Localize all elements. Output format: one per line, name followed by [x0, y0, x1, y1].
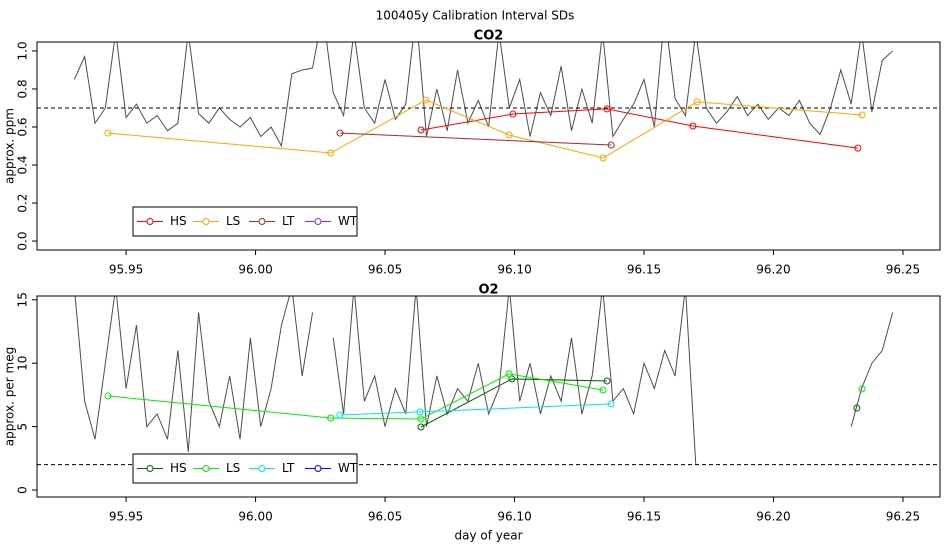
x-tick-label: 96.05 [368, 263, 402, 277]
series-point [417, 415, 425, 423]
x-tick-label: 96.20 [756, 510, 790, 524]
x-tick-label: 96.25 [886, 263, 920, 277]
legend-label: HS [170, 214, 187, 228]
series-point [853, 404, 861, 412]
series-point [603, 377, 611, 385]
panel-title: CO2 [474, 29, 504, 44]
series-point [607, 400, 615, 408]
x-axis-label: day of year [454, 529, 522, 543]
plot-frame [36, 295, 941, 498]
series-line [107, 99, 863, 159]
y-tick-label: 5 [16, 423, 30, 431]
series-point [416, 408, 424, 416]
y-axis-label: approx. per meg [3, 347, 17, 446]
y-tick-label: 10 [16, 356, 30, 371]
series-point [104, 129, 112, 137]
x-tick-label: 95.95 [109, 510, 143, 524]
y-tick-label: 0.8 [16, 79, 30, 98]
series-point [854, 144, 862, 152]
legend-label: WT [338, 214, 358, 228]
legend-marker [314, 465, 322, 472]
series-point [599, 154, 607, 162]
series-line [420, 108, 858, 149]
x-tick-label: 96.00 [238, 263, 272, 277]
series-point [505, 370, 513, 378]
trace-line [73, 42, 893, 148]
series-point [104, 392, 112, 400]
series-point [505, 131, 513, 139]
x-tick-label: 96.10 [497, 510, 531, 524]
x-tick-label: 96.05 [368, 510, 402, 524]
legend-marker [314, 218, 322, 225]
y-tick-label: 0 [16, 486, 30, 494]
x-tick-label: 96.15 [627, 263, 661, 277]
series-point [599, 386, 607, 394]
series-point [417, 126, 425, 134]
y-tick-label: 15 [16, 292, 30, 307]
series-point [327, 414, 335, 422]
plot-frame [36, 41, 941, 251]
series-point [327, 149, 335, 157]
trace-line [74, 296, 894, 465]
legend-marker [202, 465, 210, 472]
x-tick-label: 95.95 [109, 263, 143, 277]
legend-marker [258, 465, 266, 472]
series-line [339, 132, 612, 146]
y-tick-label: 0.6 [16, 117, 30, 136]
page-title: 100405y Calibration Interval SDs [376, 9, 575, 23]
legend-label: LT [282, 461, 295, 475]
legend-marker [146, 465, 154, 472]
y-tick-label: 0.4 [16, 155, 30, 174]
series-point [417, 423, 425, 431]
legend-marker [258, 218, 266, 225]
series-point [422, 96, 430, 104]
series-point [336, 411, 344, 419]
y-tick-label: 0.0 [16, 232, 30, 251]
legend-label: LS [226, 214, 240, 228]
panel-title: O2 [478, 283, 498, 298]
legend-label: HS [170, 461, 187, 475]
series-point [689, 122, 697, 130]
y-tick-label: 1.0 [16, 41, 30, 60]
series-point [858, 385, 866, 393]
y-axis-label: approx. ppm [3, 108, 17, 184]
y-tick-label: 0.2 [16, 193, 30, 212]
x-tick-label: 96.25 [886, 510, 920, 524]
x-tick-label: 96.10 [497, 263, 531, 277]
series-point [858, 111, 866, 119]
series-point [509, 110, 517, 118]
series-line [339, 403, 612, 416]
series-point [603, 105, 611, 113]
legend-marker [146, 218, 154, 225]
x-tick-label: 96.15 [627, 510, 661, 524]
legend-label: LT [282, 214, 295, 228]
series-point [508, 375, 516, 383]
legend-label: LS [226, 461, 240, 475]
series-point [607, 141, 615, 149]
series-point [336, 129, 344, 137]
series-point [693, 98, 701, 106]
x-tick-label: 96.20 [756, 263, 790, 277]
legend-label: WT [338, 461, 358, 475]
legend-marker [202, 218, 210, 225]
x-tick-label: 96.00 [238, 510, 272, 524]
plot-area [37, 42, 940, 162]
